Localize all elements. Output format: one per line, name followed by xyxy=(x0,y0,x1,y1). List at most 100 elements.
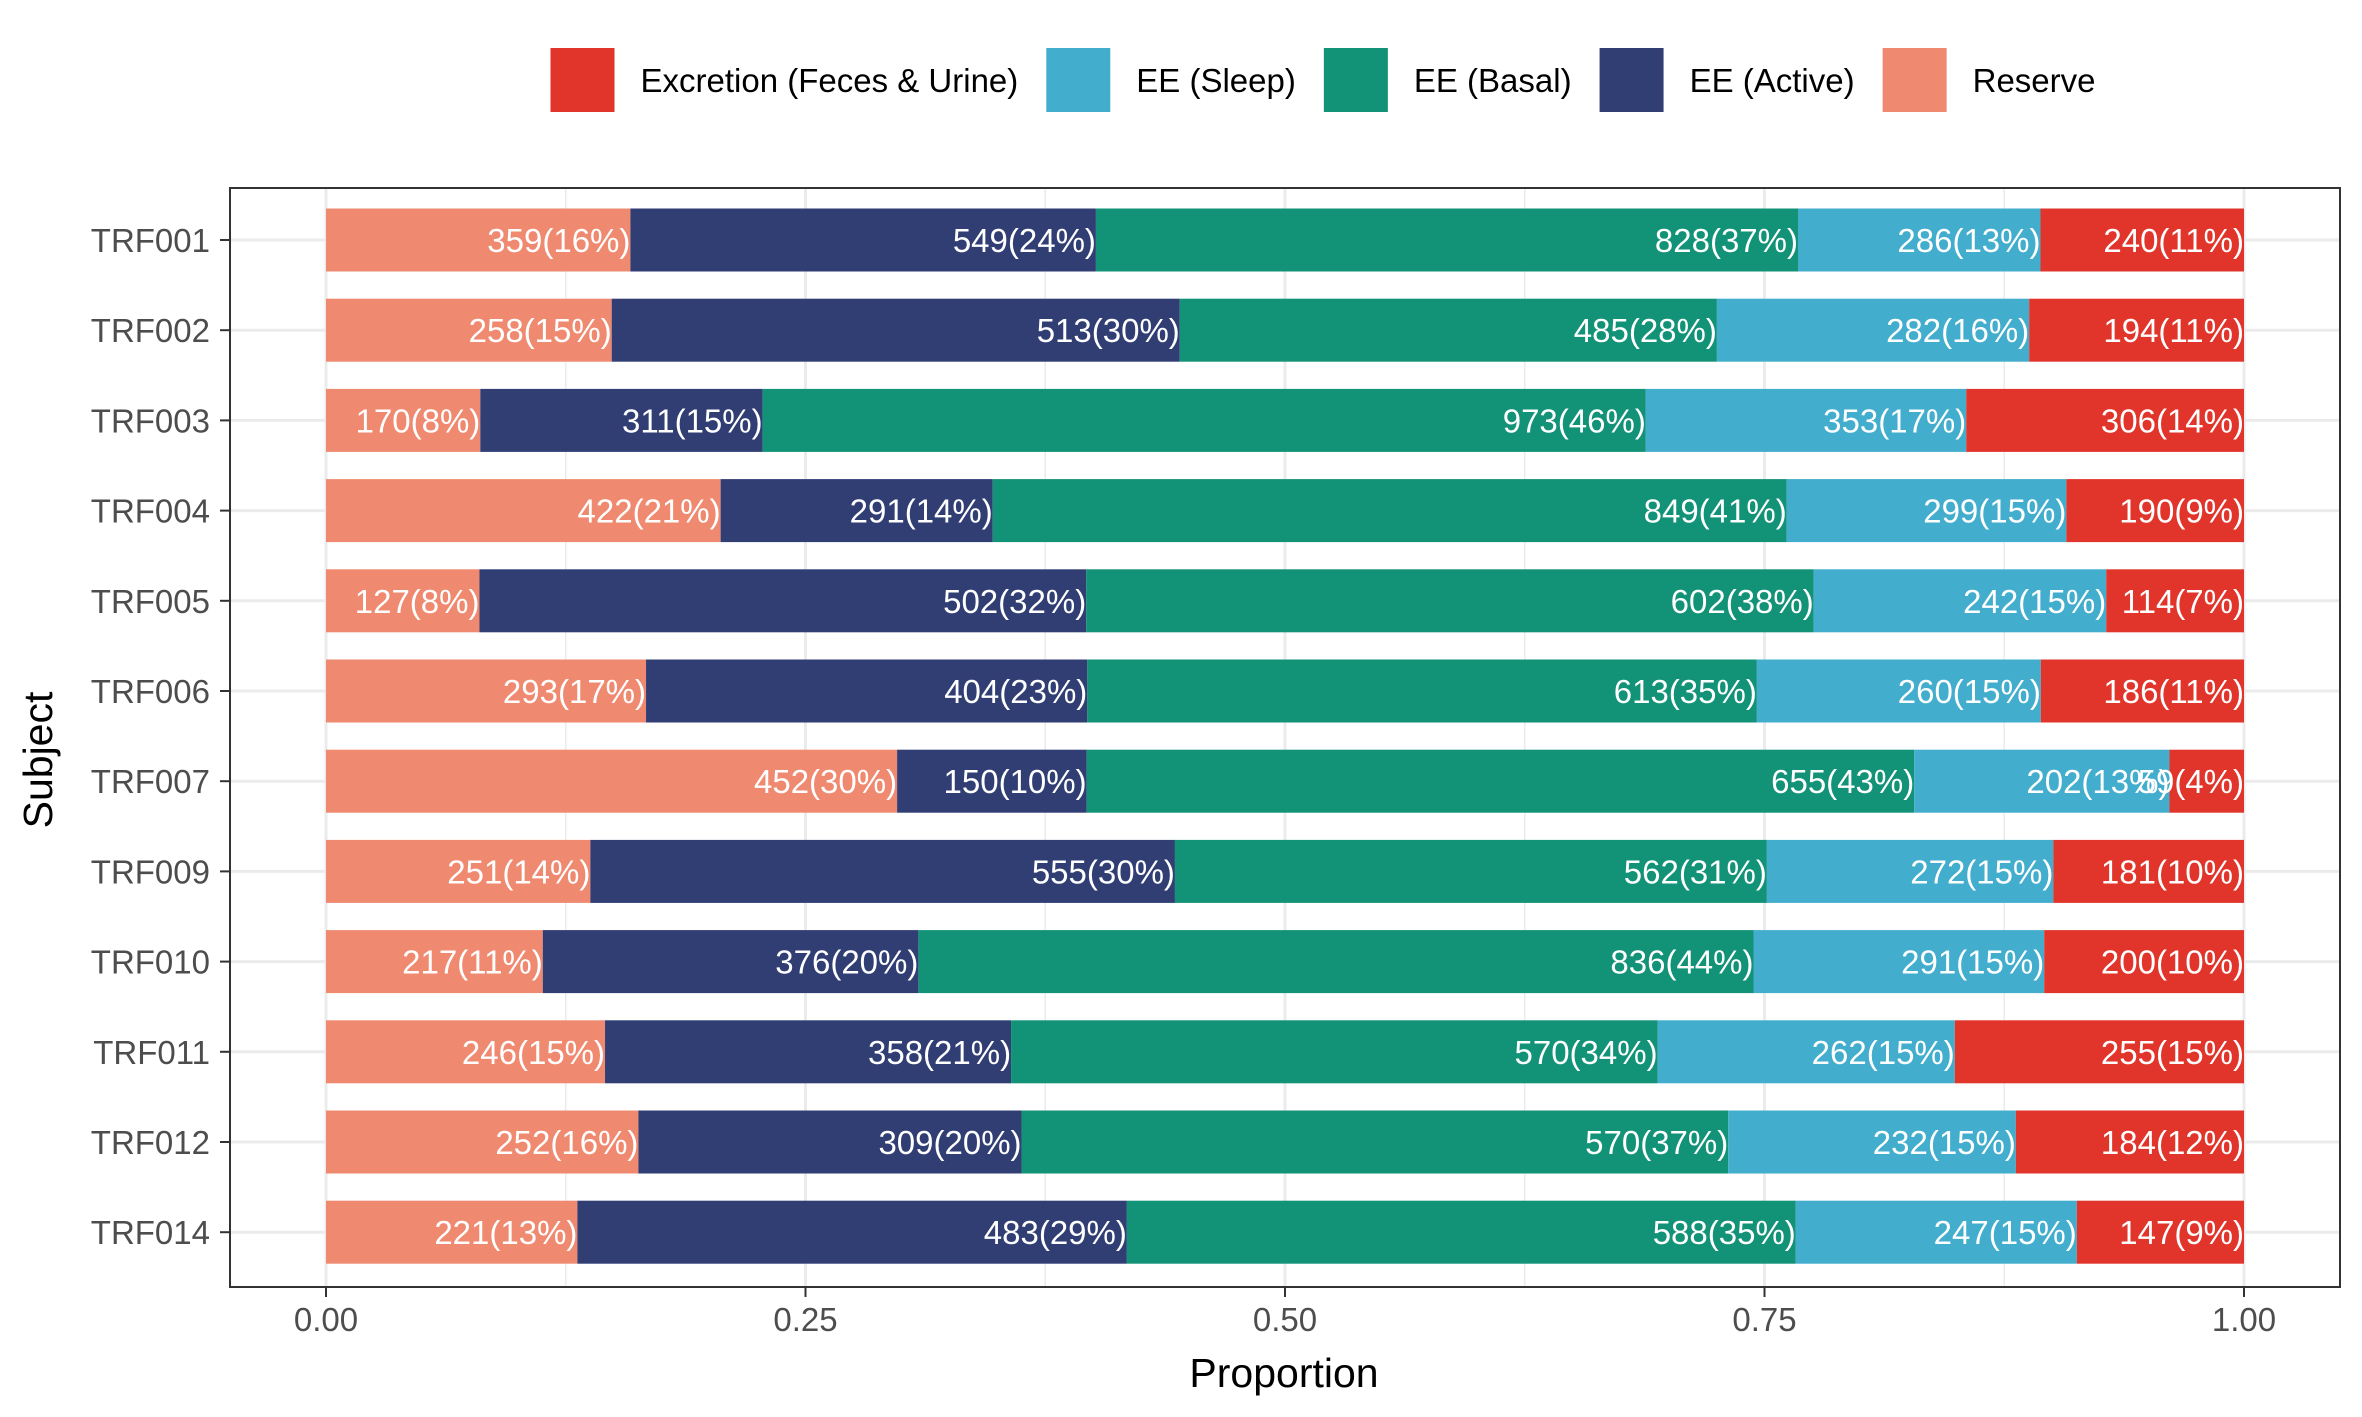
bar-segment xyxy=(479,569,1087,633)
bar-value-label: 311(15%) xyxy=(622,402,763,439)
bar-segment xyxy=(1011,1020,1658,1084)
bar-value-label: 184(12%) xyxy=(2101,1124,2244,1161)
bar-value-label: 232(15%) xyxy=(1873,1124,2016,1161)
y-tick-label: TRF004 xyxy=(91,493,210,530)
bar-value-label: 293(17%) xyxy=(503,673,646,710)
bar-value-label: 422(21%) xyxy=(578,493,721,530)
bar-value-label: 194(11%) xyxy=(2103,312,2244,349)
bar-value-label: 836(44%) xyxy=(1610,944,1753,981)
bar-segment xyxy=(326,749,898,813)
bar-segment xyxy=(918,930,1754,994)
bar-value-label: 260(15%) xyxy=(1898,673,2041,710)
bar-segment xyxy=(590,839,1175,903)
bar-segment xyxy=(1728,1110,2016,1174)
bar-value-label: 562(31%) xyxy=(1624,853,1767,890)
bar-value-label: 190(9%) xyxy=(2119,493,2244,530)
bar-segment xyxy=(326,208,631,272)
bar-value-label: 272(15%) xyxy=(1910,853,2053,890)
bar-segment xyxy=(326,388,481,452)
bar-segment xyxy=(326,930,543,994)
y-tick-label: TRF011 xyxy=(93,1034,210,1071)
bar-value-label: 655(43%) xyxy=(1771,763,1914,800)
bar-segment xyxy=(577,1200,1127,1264)
bar-value-label: 251(14%) xyxy=(447,853,590,890)
y-axis-title: Subject xyxy=(15,691,61,828)
bar-value-label: 240(11%) xyxy=(2103,222,2244,259)
bar-value-label: 286(13%) xyxy=(1897,222,2040,259)
bar-value-label: 255(15%) xyxy=(2101,1034,2244,1071)
bar-value-label: 291(15%) xyxy=(1901,944,2044,981)
bar-value-label: 258(15%) xyxy=(469,312,612,349)
bar-segment xyxy=(326,298,612,362)
x-tick-label: 0.50 xyxy=(1253,1301,1317,1338)
bar-value-label: 404(23%) xyxy=(944,673,1087,710)
bar-value-label: 252(16%) xyxy=(495,1124,638,1161)
bar-value-label: 309(20%) xyxy=(878,1124,1021,1161)
legend: Excretion (Feces & Urine) EE (Sleep) EE (B… xyxy=(550,48,2096,112)
bar-value-label: 217(11%) xyxy=(402,944,543,981)
bar-segment xyxy=(2040,208,2244,272)
bar-value-label: 570(34%) xyxy=(1515,1034,1658,1071)
legend-key xyxy=(1882,48,1947,112)
y-tick-label: TRF006 xyxy=(91,673,210,710)
legend-key xyxy=(550,48,615,112)
legend-key xyxy=(1599,48,1664,112)
bar-segment xyxy=(2029,298,2244,362)
bar-segment xyxy=(2066,479,2244,543)
bar-segment xyxy=(762,388,1646,452)
bar-value-label: 147(9%) xyxy=(2119,1214,2244,1251)
bar-value-label: 513(30%) xyxy=(1037,312,1180,349)
bar-value-label: 242(15%) xyxy=(1963,583,2106,620)
bar-value-label: 452(30%) xyxy=(754,763,897,800)
bar-value-label: 602(38%) xyxy=(1671,583,1814,620)
bar-value-label: 828(37%) xyxy=(1655,222,1798,259)
bar-value-label: 127(8%) xyxy=(355,583,480,620)
legend-key xyxy=(1046,48,1111,112)
bar-segment xyxy=(1086,569,1814,633)
bar-value-label: 570(37%) xyxy=(1585,1124,1728,1161)
bar-segment xyxy=(1753,930,2045,994)
bar-value-label: 200(10%) xyxy=(2101,944,2244,981)
bar-segment xyxy=(638,1110,1022,1174)
bar-segment xyxy=(2044,930,2244,994)
legend-key xyxy=(1323,48,1388,112)
bar-segment xyxy=(326,569,480,633)
bar-segment xyxy=(2040,659,2244,723)
bar-segment xyxy=(2169,749,2244,813)
bar-value-label: 247(15%) xyxy=(1934,1214,2077,1251)
bar-value-label: 483(29%) xyxy=(984,1214,1127,1251)
bar-value-label: 170(8%) xyxy=(356,402,481,439)
legend-label: EE (Basal) xyxy=(1414,62,1572,99)
bar-segment xyxy=(2015,1110,2244,1174)
bar-segment xyxy=(1645,388,1967,452)
bar-segment xyxy=(2053,839,2244,903)
bar-value-label: 849(41%) xyxy=(1644,493,1787,530)
bar-segment xyxy=(1914,749,2170,813)
bar-value-label: 306(14%) xyxy=(2101,402,2244,439)
bar-segment xyxy=(1954,1020,2244,1084)
bar-segment xyxy=(1795,1200,2077,1264)
bar-value-label: 299(15%) xyxy=(1923,493,2066,530)
bar-value-label: 181(10%) xyxy=(2101,853,2244,890)
y-tick-label: TRF001 xyxy=(91,222,210,259)
bar-value-label: 973(46%) xyxy=(1503,402,1646,439)
plot-area: 359(16%) 549(24%) 828(37%) 286(13%) 240(11%)… xyxy=(91,187,2341,1338)
bar-value-label: 221(13%) xyxy=(434,1214,577,1251)
bar-segment xyxy=(605,1020,1012,1084)
bar-segment xyxy=(326,1110,639,1174)
bar-segment xyxy=(2106,569,2244,633)
bar-value-label: 359(16%) xyxy=(487,222,630,259)
bar-segment xyxy=(1766,839,2054,903)
bar-segment xyxy=(1797,208,2041,272)
bar-value-label: 282(16%) xyxy=(1886,312,2029,349)
bar-segment xyxy=(611,298,1180,362)
legend-label: Reserve xyxy=(1973,62,2096,99)
bar-segment xyxy=(1179,298,1717,362)
bar-value-label: 613(35%) xyxy=(1614,673,1757,710)
bar-segment xyxy=(326,1200,578,1264)
y-tick-label: TRF002 xyxy=(91,312,210,349)
bar-segment xyxy=(326,659,647,723)
bar-segment xyxy=(1174,839,1767,903)
bar-value-label: 502(32%) xyxy=(943,583,1086,620)
